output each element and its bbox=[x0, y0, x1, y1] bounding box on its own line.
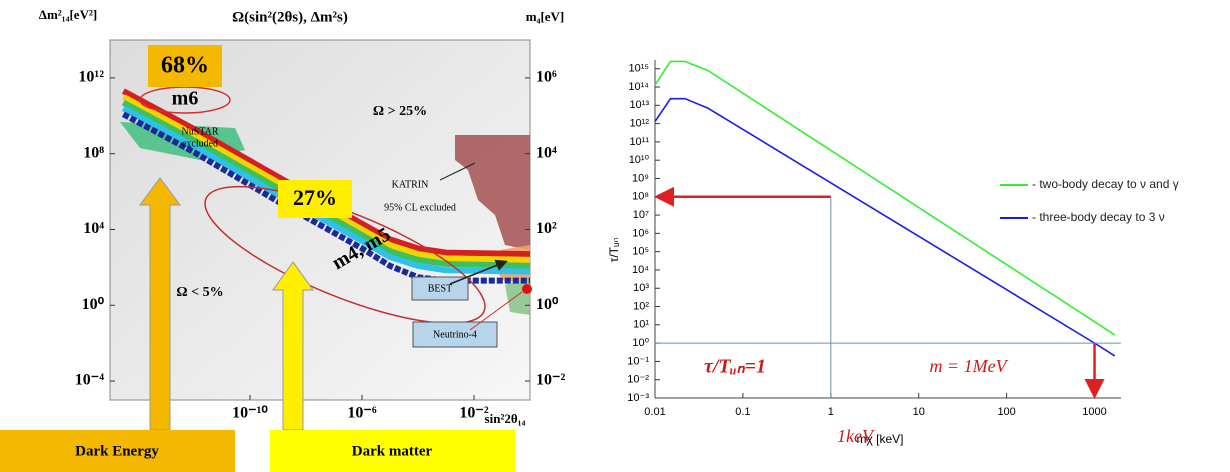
x-tick-label: 10 bbox=[913, 406, 925, 418]
annotation: 68% bbox=[161, 53, 209, 79]
annotation: τ/Tᵤₙ=1 bbox=[704, 356, 766, 378]
annotation: Dark Energy bbox=[75, 443, 159, 459]
arrow bbox=[469, 291, 523, 331]
y-tick-label: 10¹⁰ bbox=[629, 154, 650, 166]
y-tick-label: 10⁻³ bbox=[627, 392, 649, 404]
annotation: excluded bbox=[182, 138, 218, 149]
annotation: Ω > 25% bbox=[373, 104, 427, 119]
x-tick-label: 100 bbox=[997, 406, 1015, 418]
annotation: NuSTAR bbox=[182, 126, 219, 137]
y-tick-label: 10² bbox=[633, 300, 649, 312]
y2-tick-label: 10⁴ bbox=[536, 144, 557, 161]
series-line bbox=[121, 99, 531, 269]
x-tick-label: 0.01 bbox=[644, 406, 665, 418]
x-tick-label: 0.1 bbox=[735, 406, 750, 418]
ellipse bbox=[204, 185, 486, 325]
y-tick-label: 10¹² bbox=[78, 69, 104, 86]
y-axis-label: Δm²₁₄[eV²] bbox=[39, 7, 97, 22]
plot: 0.01 0.1 1 10 100 1000 10⁻³ 10⁻² 10⁻¹ 10⁰ 10¹ 10² 10… bbox=[627, 60, 1179, 418]
box bbox=[270, 430, 515, 472]
box bbox=[0, 430, 235, 472]
x-tick-label: 1 bbox=[828, 406, 834, 418]
box bbox=[278, 180, 352, 218]
y-tick-label: 10⁻⁴ bbox=[75, 372, 104, 389]
x-axis-label: sin²2θ₁₄ bbox=[485, 411, 526, 426]
series-line bbox=[121, 88, 531, 258]
right-texts: τ/Tᵤₙ mχ [keV] τ/Tᵤₙ=1 m = 1MeV 1keV bbox=[607, 237, 1008, 446]
arrow bbox=[449, 259, 508, 285]
chart-title: Ω(sin²(2θs), Δm²s) bbox=[232, 9, 348, 25]
x-axis-label: mχ [keV] bbox=[857, 432, 904, 446]
y-tick-label: 10⁸ bbox=[83, 144, 104, 161]
y-tick-label: 10⁴ bbox=[83, 220, 104, 237]
arrow bbox=[439, 162, 476, 181]
legend-label: - three-body decay to 3 ν bbox=[1032, 210, 1165, 224]
y-tick-label: 10⁰ bbox=[632, 337, 649, 349]
x-tick-label: 10⁻¹⁰ bbox=[232, 405, 268, 422]
y-tick-label: 10⁹ bbox=[632, 172, 649, 184]
annotation: KATRIN bbox=[392, 179, 429, 190]
y-tick-label: 10¹³ bbox=[629, 99, 649, 111]
annotation: m = 1MeV bbox=[929, 356, 1008, 376]
y-tick-label: 10⁵ bbox=[632, 246, 649, 258]
y-tick-label: 10⁷ bbox=[633, 209, 649, 221]
legend-label: - two-body decay to ν and γ bbox=[1032, 177, 1179, 191]
series-line bbox=[654, 60, 1116, 336]
x-tick-label: 10⁻⁶ bbox=[347, 405, 376, 422]
annotation: BEST bbox=[428, 283, 452, 294]
y-axis-label: τ/Tᵤₙ bbox=[607, 237, 621, 262]
annotation: Neutrino-4 bbox=[433, 329, 477, 340]
y-tick-label: 10¹ bbox=[633, 319, 649, 331]
y-tick-label: 10⁶ bbox=[632, 227, 649, 239]
annotation: 95% CL excluded bbox=[384, 202, 456, 213]
annotation: 27% bbox=[293, 185, 337, 210]
y2-tick-label: 10⁶ bbox=[536, 69, 557, 86]
box bbox=[412, 321, 498, 348]
x-tick-label: 10⁻² bbox=[459, 405, 488, 422]
y-tick-label: 10⁰ bbox=[82, 296, 105, 313]
arrow bbox=[139, 177, 181, 431]
y-tick-label: 10⁸ bbox=[632, 191, 649, 203]
y-tick-label: 10⁻² bbox=[627, 374, 649, 386]
y2-axis-label: m₄[eV] bbox=[526, 9, 565, 24]
y-tick-label: 10⁻¹ bbox=[627, 355, 649, 367]
y-tick-label: 10³ bbox=[633, 282, 649, 294]
series-line bbox=[121, 105, 531, 275]
annotation: Ω < 5% bbox=[176, 285, 223, 300]
box bbox=[148, 45, 222, 87]
annotation: m6 bbox=[172, 88, 199, 110]
y-tick-label: 10¹⁵ bbox=[629, 63, 649, 75]
x-tick-label: 1000 bbox=[1082, 406, 1106, 418]
y2-tick-label: 10² bbox=[536, 220, 557, 237]
y2-tick-label: 10⁻² bbox=[536, 372, 565, 389]
y-tick-label: 10⁴ bbox=[632, 264, 649, 276]
series-line bbox=[654, 97, 1116, 357]
arrow bbox=[272, 261, 314, 431]
annotation: 1keV bbox=[837, 426, 875, 446]
y-tick-label: 10¹¹ bbox=[629, 136, 649, 148]
y-tick-label: 10¹⁴ bbox=[628, 81, 649, 93]
neutrino4-point bbox=[522, 284, 532, 294]
annotation: Dark matter bbox=[352, 443, 433, 459]
y2-tick-label: 10⁰ bbox=[536, 296, 559, 313]
y-tick-label: 10¹² bbox=[629, 118, 649, 130]
